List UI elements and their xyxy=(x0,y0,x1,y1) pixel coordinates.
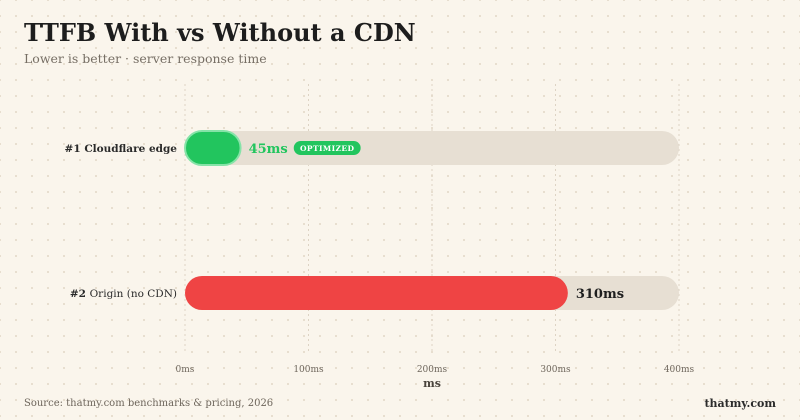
value-label-1: 310ms xyxy=(576,287,624,302)
badge-bg-0 xyxy=(293,141,361,155)
category-name-0: Cloudflare edge xyxy=(84,143,177,155)
source-note: Source: thatmy.com benchmarks & pricing,… xyxy=(24,398,274,409)
x-tick-label-3: 300ms xyxy=(540,365,571,375)
category-label-1: #2 Origin (no CDN) xyxy=(70,288,177,300)
chart-title: TTFB With vs Without a CDN xyxy=(24,18,416,47)
brand-label: thatmy.com xyxy=(704,397,776,410)
badge-label-0: OPTIMIZED xyxy=(300,144,354,153)
x-tick-label-0: 0ms xyxy=(176,365,195,375)
value-label-0: 45ms xyxy=(249,142,288,157)
chart-subtitle: Lower is better · server response time xyxy=(24,51,267,66)
category-label-0: #1 Cloudflare edge xyxy=(65,143,178,155)
x-tick-label-1: 100ms xyxy=(293,365,324,375)
x-axis-label: ms xyxy=(423,377,441,390)
rank-label-1: #2 xyxy=(70,288,90,300)
category-name-1: Origin (no CDN) xyxy=(90,288,177,300)
x-tick-label-2: 200ms xyxy=(417,365,448,375)
bar-track-0 xyxy=(185,131,679,165)
x-tick-label-4: 400ms xyxy=(664,365,695,375)
bar-1 xyxy=(185,276,568,310)
bar-0 xyxy=(184,130,242,166)
rank-label-0: #1 xyxy=(65,143,85,155)
